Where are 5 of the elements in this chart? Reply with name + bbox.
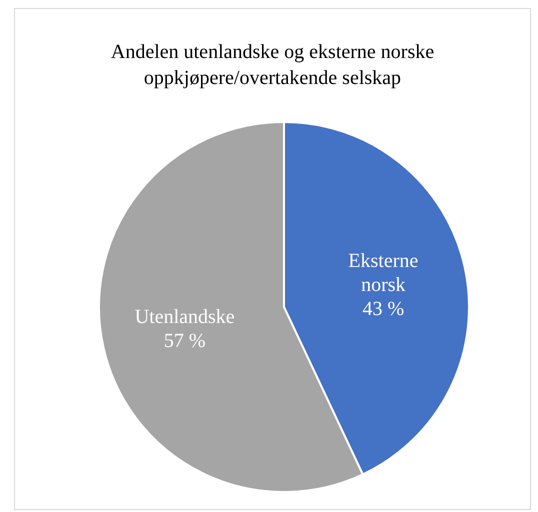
data-label: 43 % bbox=[362, 298, 404, 320]
slice-label: Utenlandske bbox=[134, 306, 235, 328]
chart-title: Andelen utenlandske og eksterne norske oppkjøpere/overtakende selskap bbox=[110, 40, 436, 91]
data-label: 57 % bbox=[164, 330, 206, 352]
slice-label: Eksterne norsk bbox=[348, 250, 418, 296]
